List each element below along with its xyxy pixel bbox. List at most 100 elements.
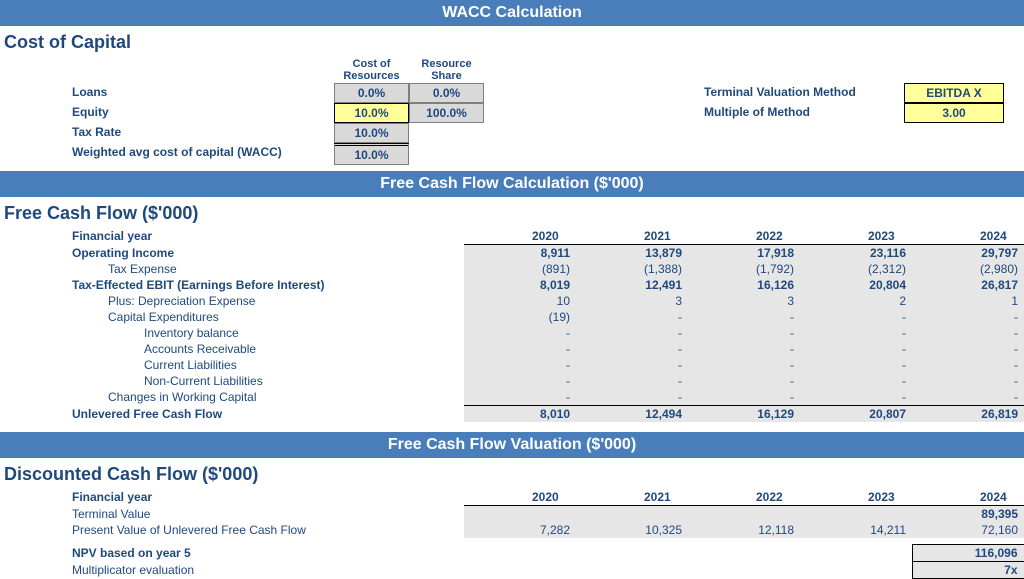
op-3: 23,116 — [800, 245, 912, 262]
banner-wacc: WACC Calculation — [0, 0, 1024, 26]
lbl-equity: Equity — [4, 103, 334, 123]
fcf-row-dep: Plus: Depreciation Expense103321 — [4, 293, 1024, 309]
lbl-wacc: Weighted avg cost of capital (WACC) — [4, 143, 334, 165]
title-fcf: Free Cash Flow ($'000) — [0, 197, 1024, 228]
fcf-row-cl: Current Liabilities----- — [4, 357, 1024, 373]
fcf-total-row: Unlevered Free Cash Flow 8,010 12,494 16… — [4, 406, 1024, 423]
lbl-dep: Plus: Depreciation Expense — [4, 293, 464, 309]
ncl-3: - — [800, 373, 912, 389]
lbl-taxrate: Tax Rate — [4, 123, 334, 143]
lbl-fy: Financial year — [4, 228, 464, 245]
lbl-cl: Current Liabilities — [4, 357, 464, 373]
dep-1: 3 — [576, 293, 688, 309]
ebit-2: 16,126 — [688, 277, 800, 293]
row-mult: Multiplicator evaluation 7x — [4, 561, 1024, 578]
vyr-2: 2022 — [688, 489, 800, 506]
dep-4: 1 — [912, 293, 1024, 309]
inv-4: - — [912, 325, 1024, 341]
fcf-row-ncl: Non-Current Liabilities----- — [4, 373, 1024, 389]
cl-4: - — [912, 357, 1024, 373]
wc-4: - — [912, 389, 1024, 406]
banner-fcf: Free Cash Flow Calculation ($'000) — [0, 171, 1024, 197]
lbl-tax: Tax Expense — [4, 261, 464, 277]
lbl-capx: Capital Expenditures — [4, 309, 464, 325]
wc-1: - — [576, 389, 688, 406]
lbl-ncl: Non-Current Liabilities — [4, 373, 464, 389]
yr-1: 2021 — [576, 228, 688, 245]
inv-1: - — [576, 325, 688, 341]
pv-3: 14,211 — [800, 522, 912, 538]
vyr-3: 2023 — [800, 489, 912, 506]
fcf-row-ebit: Tax-Effected EBIT (Earnings Before Inter… — [4, 277, 1024, 293]
lbl-ufcf: Unlevered Free Cash Flow — [4, 406, 464, 423]
lbl-multiple: Multiple of Method — [704, 103, 904, 123]
fcf-row-ar: Accounts Receivable----- — [4, 341, 1024, 357]
title-dcf: Discounted Cash Flow ($'000) — [0, 458, 1024, 489]
ar-3: - — [800, 341, 912, 357]
dep-2: 3 — [688, 293, 800, 309]
fcf-row-op: Operating Income8,91113,87917,91823,1162… — [4, 245, 1024, 262]
ebit-0: 8,019 — [464, 277, 576, 293]
fcf-table: Financial year 2020 2021 2022 2023 2024 … — [4, 228, 1024, 422]
lbl-wc: Changes in Working Capital — [4, 389, 464, 406]
cell-multiple-value[interactable]: 3.00 — [904, 103, 1004, 123]
capx-2: - — [688, 309, 800, 325]
tv-2 — [688, 506, 800, 523]
cell-npv: 116,096 — [912, 544, 1024, 561]
lbl-op: Operating Income — [4, 245, 464, 262]
cell-loans-share: 0.0% — [409, 83, 484, 103]
vyr-4: 2024 — [912, 489, 1024, 506]
val-year-header: Financial year 2020 2021 2022 2023 2024 — [4, 489, 1024, 506]
op-1: 13,879 — [576, 245, 688, 262]
dep-3: 2 — [800, 293, 912, 309]
wc-3: - — [800, 389, 912, 406]
ar-4: - — [912, 341, 1024, 357]
ufcf-3: 20,807 — [800, 406, 912, 423]
ncl-2: - — [688, 373, 800, 389]
row-pv: Present Value of Unlevered Free Cash Flo… — [4, 522, 1024, 538]
capx-1: - — [576, 309, 688, 325]
cell-wacc: 10.0% — [334, 143, 409, 165]
inv-3: - — [800, 325, 912, 341]
fcf-row-wc: Changes in Working Capital----- — [4, 389, 1024, 406]
ebit-1: 12,491 — [576, 277, 688, 293]
inv-2: - — [688, 325, 800, 341]
tv-0 — [464, 506, 576, 523]
tax-0: (891) — [464, 261, 576, 277]
ufcf-2: 16,129 — [688, 406, 800, 423]
capx-4: - — [912, 309, 1024, 325]
cl-0: - — [464, 357, 576, 373]
ebit-3: 20,804 — [800, 277, 912, 293]
cell-loans-cost: 0.0% — [334, 83, 409, 103]
fcf-row-inv: Inventory balance----- — [4, 325, 1024, 341]
cell-tvm-value[interactable]: EBITDA X — [904, 83, 1004, 103]
capx-3: - — [800, 309, 912, 325]
ufcf-4: 26,819 — [912, 406, 1024, 423]
op-4: 29,797 — [912, 245, 1024, 262]
ebit-4: 26,817 — [912, 277, 1024, 293]
cell-tax-cost: 10.0% — [334, 123, 409, 143]
ar-1: - — [576, 341, 688, 357]
lbl-npv: NPV based on year 5 — [4, 544, 464, 561]
lbl-pv: Present Value of Unlevered Free Cash Flo… — [4, 522, 464, 538]
lbl-loans: Loans — [4, 83, 334, 103]
pv-0: 7,282 — [464, 522, 576, 538]
cell-equity-cost[interactable]: 10.0% — [334, 103, 409, 123]
tax-1: (1,388) — [576, 261, 688, 277]
yr-0: 2020 — [464, 228, 576, 245]
lbl-terminal: Terminal Value — [4, 506, 464, 523]
row-npv: NPV based on year 5 116,096 — [4, 544, 1024, 561]
ar-0: - — [464, 341, 576, 357]
title-cost-of-capital: Cost of Capital — [0, 26, 1024, 57]
op-2: 17,918 — [688, 245, 800, 262]
op-0: 8,911 — [464, 245, 576, 262]
capx-0: (19) — [464, 309, 576, 325]
yr-4: 2024 — [912, 228, 1024, 245]
tv-3 — [800, 506, 912, 523]
tax-2: (1,792) — [688, 261, 800, 277]
pv-2: 12,118 — [688, 522, 800, 538]
ncl-1: - — [576, 373, 688, 389]
th-cost: Cost of Resources — [334, 57, 409, 83]
cell-mult: 7x — [912, 561, 1024, 578]
vyr-1: 2021 — [576, 489, 688, 506]
